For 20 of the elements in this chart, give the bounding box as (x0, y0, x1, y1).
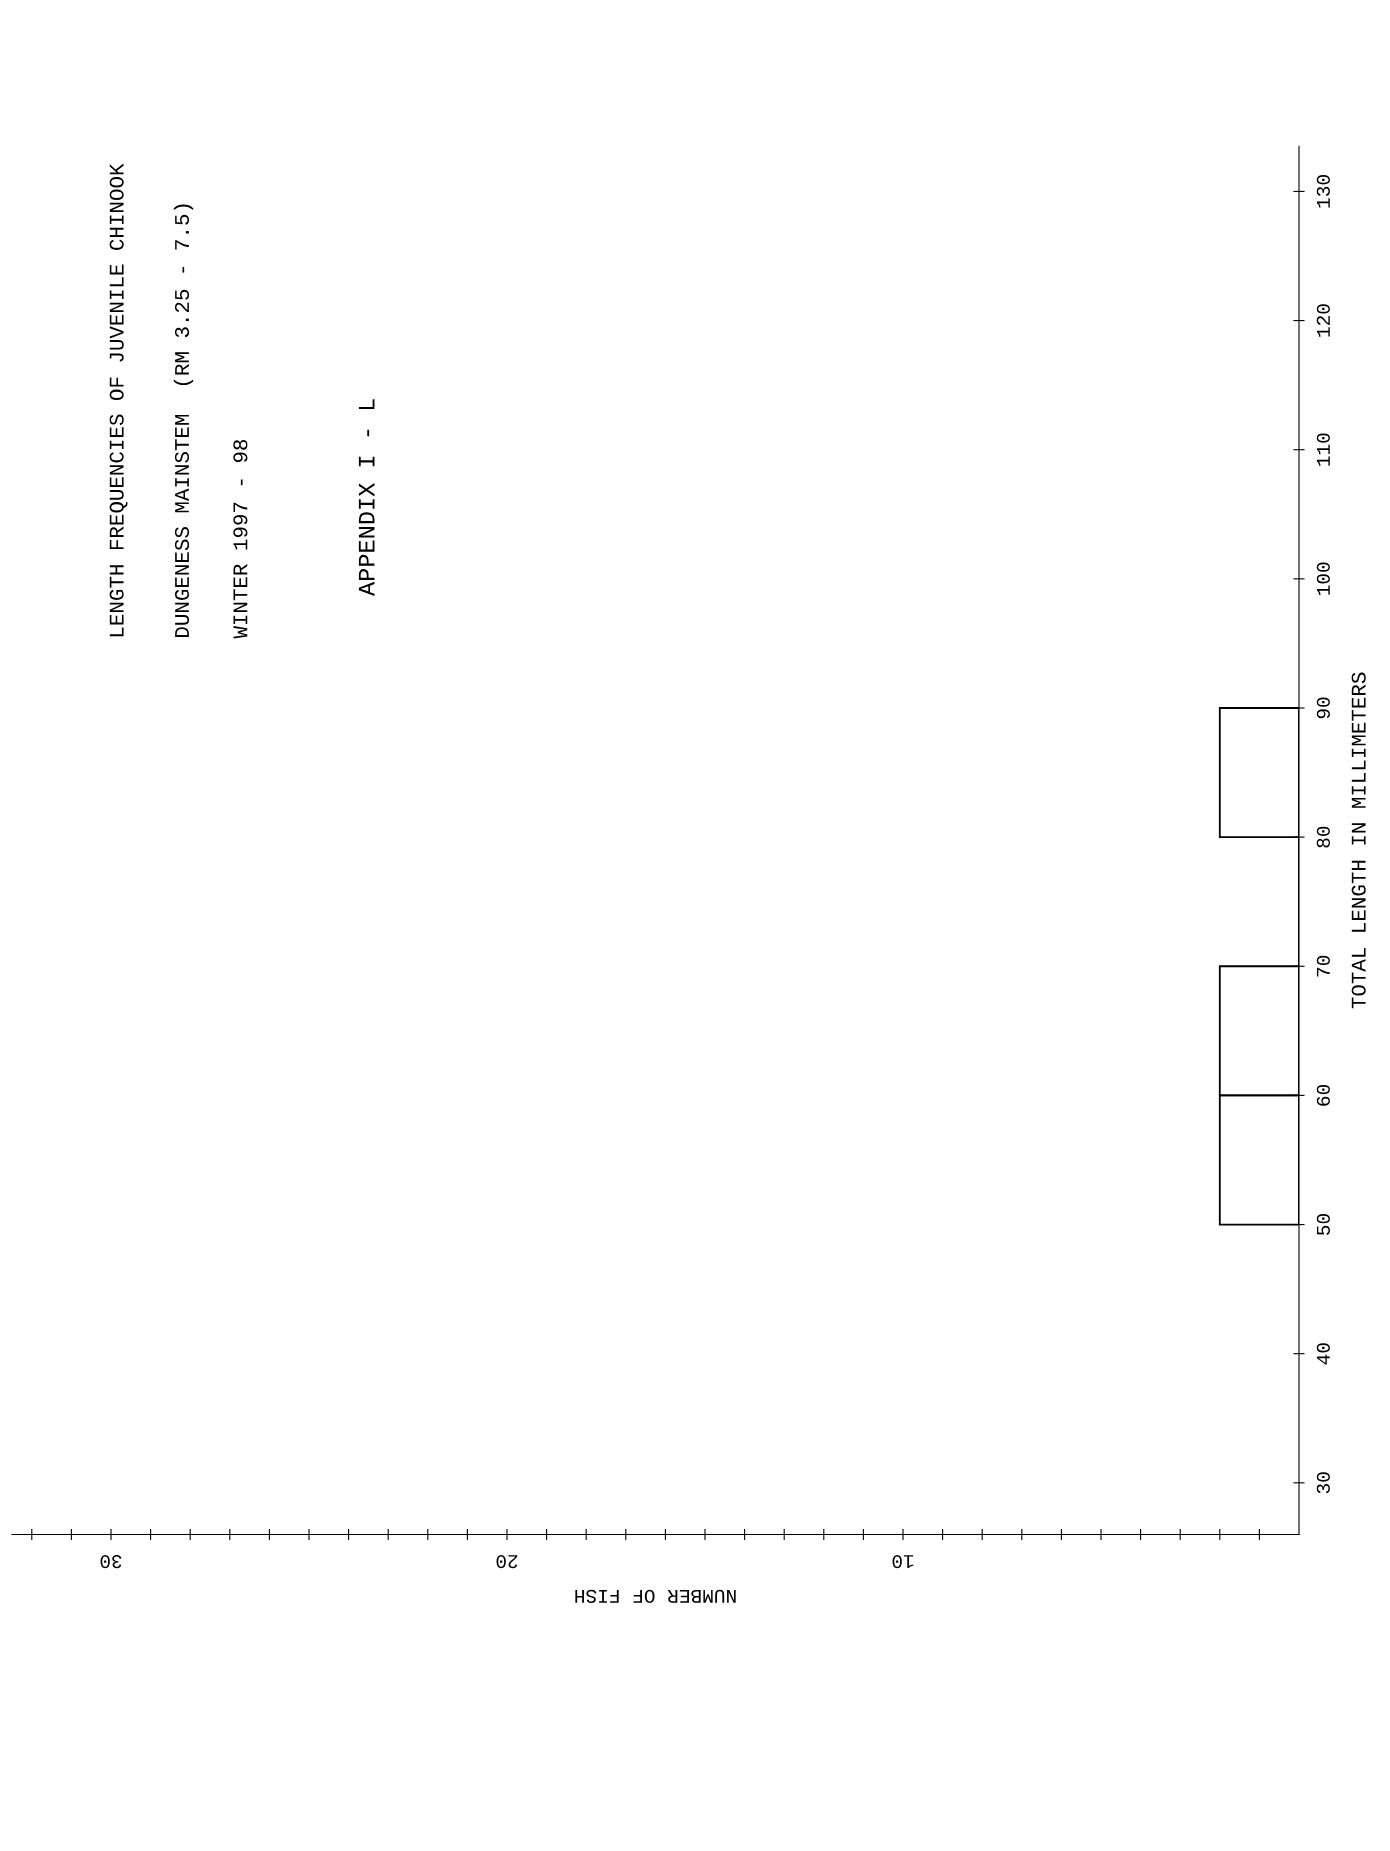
annotation: WINTER 1997 - 98 (233, 439, 248, 639)
y-tick-label: 80 (1316, 826, 1330, 848)
y-tick-label: 30 (1316, 1472, 1330, 1494)
y-tick-label: 50 (1316, 1214, 1330, 1235)
annotation: APPENDIX I - L (358, 399, 375, 597)
text: LENGTH FREQUENCIES OF JUVENILE CHINOOK (109, 163, 128, 637)
y-tick-label: 130 (1316, 175, 1330, 208)
y-axis-title: TOTAL LENGTH IN MILLIMETERS (1351, 672, 1366, 1009)
y-tick-label: 60 (1316, 1084, 1330, 1106)
x-tick-label: 20 (496, 1554, 518, 1569)
y-tick-label: 40 (1316, 1343, 1330, 1365)
y-tick-label: 100 (1316, 562, 1330, 595)
x-axis-title: NUMBER OF FISH (575, 1589, 736, 1603)
x-tick-label: 10 (892, 1554, 914, 1569)
y-tick-label: 90 (1316, 697, 1330, 719)
y-tick-label: 110 (1316, 433, 1330, 466)
text: DUNGENESS MAINSTEM (RM 3.25 - 7.5) (173, 204, 194, 637)
x-tick-label: 30 (100, 1554, 122, 1569)
y-tick-label: 120 (1316, 304, 1330, 337)
y-tick-label: 70 (1316, 955, 1330, 977)
